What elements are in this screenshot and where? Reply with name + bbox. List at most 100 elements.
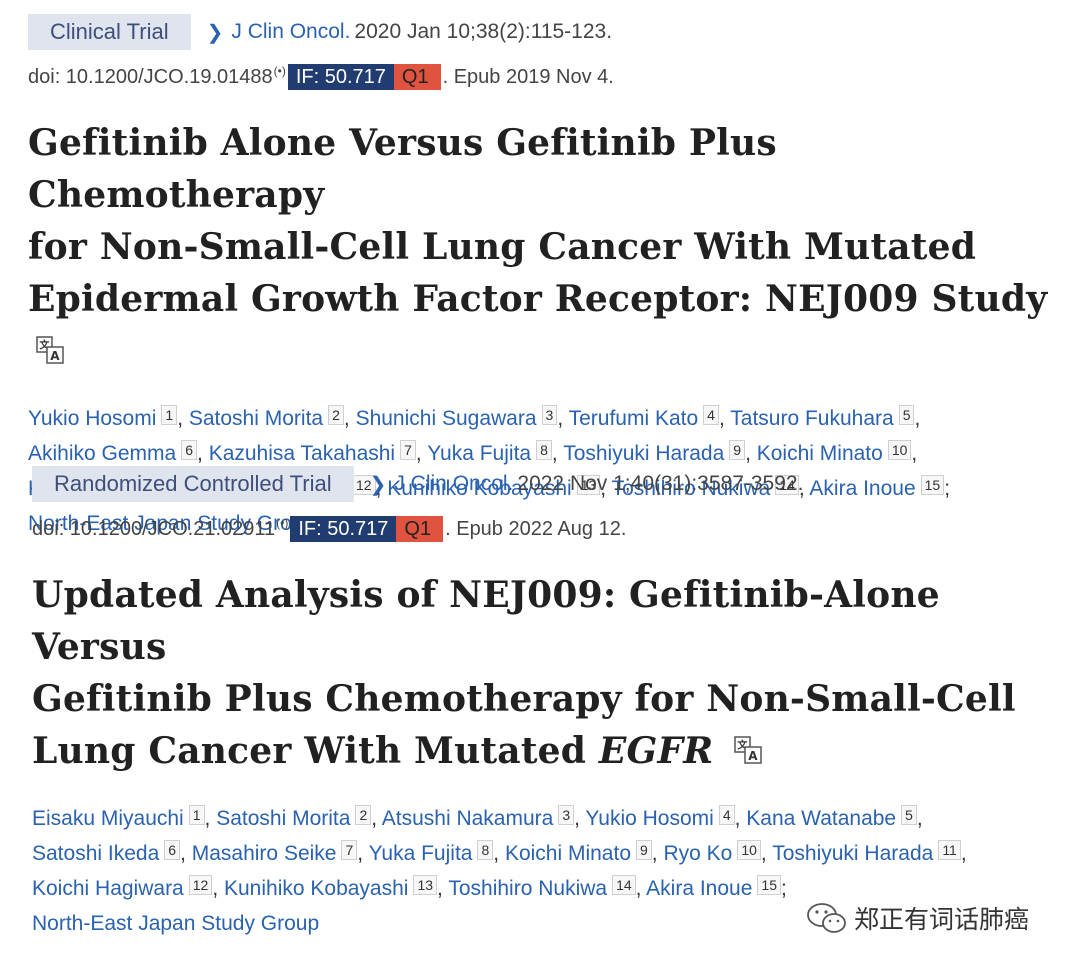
watermark: 郑正有词话肺癌 bbox=[806, 900, 1029, 936]
author: Ryo Ko 10 bbox=[663, 840, 761, 865]
affiliation-number[interactable]: 11 bbox=[938, 840, 961, 860]
affiliation-number[interactable]: 3 bbox=[558, 805, 575, 825]
author-separator: ; bbox=[944, 477, 951, 500]
author-name-link[interactable]: Kazuhisa Takahashi bbox=[208, 442, 396, 465]
affiliation-number[interactable]: 9 bbox=[636, 840, 652, 860]
translate-icon[interactable]: 文 A bbox=[734, 736, 762, 764]
author-separator: , bbox=[635, 877, 647, 900]
affiliation-number[interactable]: 4 bbox=[718, 805, 735, 825]
title-line: Updated Analysis of NEJ009: Gefitinib-Al… bbox=[32, 574, 940, 668]
affiliation-number[interactable]: 8 bbox=[477, 840, 494, 860]
author: Satoshi Ikeda 6 bbox=[32, 840, 181, 865]
affiliation-number[interactable]: 6 bbox=[164, 840, 181, 860]
author-name-link[interactable]: Eisaku Miyauchi bbox=[32, 807, 184, 830]
affiliation-number[interactable]: 8 bbox=[536, 440, 552, 460]
author-name-link[interactable]: Satoshi Ikeda bbox=[32, 842, 160, 865]
author-separator: , bbox=[574, 807, 586, 830]
author-name-link[interactable]: Akira Inoue bbox=[809, 477, 916, 500]
author-list: Yukio Hosomi 1, Satoshi Morita 2, Shunichi… bbox=[28, 401, 1068, 541]
author: Yukio Hosomi 1 bbox=[28, 405, 178, 430]
affiliation-number[interactable]: 10 bbox=[737, 840, 761, 860]
author-name-link[interactable]: Tatsuro Fukuhara bbox=[730, 407, 894, 430]
affiliation-number[interactable]: 5 bbox=[901, 805, 917, 825]
author: Tatsuro Fukuhara 5 bbox=[730, 405, 915, 430]
author-name-link[interactable]: Toshihiro Nukiwa bbox=[611, 477, 771, 500]
author-separator: , bbox=[600, 477, 612, 500]
translate-icon[interactable]: 文 A bbox=[36, 336, 64, 364]
affiliation-number[interactable]: 12 bbox=[188, 875, 213, 895]
author-name-link[interactable]: Shunichi Sugawara bbox=[355, 407, 537, 430]
article-1-doi-row: doi: 10.1200/JCO.19.01488 (•) IF: 50.717… bbox=[28, 59, 1068, 95]
study-group-link[interactable]: North-East Japan Study Group bbox=[28, 512, 316, 535]
journal-link[interactable]: ❯ J Clin Oncol. bbox=[207, 20, 351, 45]
title-line: Lung Cancer With Mutated bbox=[32, 730, 599, 772]
author-name-link[interactable]: Akihiko Gemma bbox=[28, 442, 177, 465]
author-name-link[interactable]: Akira Inoue bbox=[646, 877, 753, 900]
author-name-link[interactable]: Atsushi Nakamura bbox=[381, 807, 554, 830]
author-separator: , bbox=[651, 842, 664, 865]
author-name-link[interactable]: Ryo Ko bbox=[663, 842, 733, 865]
chevron-right-icon: ❯ bbox=[369, 473, 387, 496]
affiliation-number[interactable]: 3 bbox=[541, 405, 558, 425]
affiliation-number[interactable]: 2 bbox=[328, 405, 344, 425]
author-name-link[interactable]: Yuka Fujita bbox=[427, 442, 532, 465]
author-name-link[interactable]: Yuka Fujita bbox=[368, 842, 473, 865]
author-separator: , bbox=[914, 407, 921, 430]
author-name-link[interactable]: Kunihiko Kobayashi bbox=[387, 477, 572, 500]
affiliation-number[interactable]: 2 bbox=[355, 805, 372, 825]
author-separator: , bbox=[197, 442, 209, 465]
author: Yuka Fujita 8 bbox=[368, 840, 494, 865]
affiliation-number[interactable]: 5 bbox=[898, 405, 915, 425]
author-name-link[interactable]: Toshiyuki Harada bbox=[563, 442, 725, 465]
author-name-link[interactable]: Kana Watanabe bbox=[746, 807, 897, 830]
author-name-link[interactable]: Satoshi Morita bbox=[216, 807, 351, 830]
journal-name[interactable]: J Clin Oncol. bbox=[394, 472, 514, 495]
author-separator: , bbox=[493, 842, 505, 865]
doi[interactable]: doi: 10.1200/JCO.19.01488 bbox=[28, 65, 273, 88]
affiliation-number[interactable]: 7 bbox=[341, 840, 358, 860]
article-1-meta: Clinical Trial ❯ J Clin Oncol. 2020 Jan … bbox=[28, 14, 1068, 50]
affiliation-number[interactable]: 7 bbox=[400, 440, 416, 460]
doi[interactable]: doi: 10.1200/JCO.21.02911 bbox=[32, 517, 276, 540]
affiliation-number[interactable]: 13 bbox=[576, 475, 601, 495]
author-name-link[interactable]: Koichi Minato bbox=[504, 842, 631, 865]
study-group-link[interactable]: North-East Japan Study Group bbox=[32, 912, 320, 935]
author: Kana Watanabe 5 bbox=[746, 805, 917, 830]
publication-type-badge[interactable]: Randomized Controlled Trial bbox=[32, 466, 354, 502]
wechat-icon bbox=[807, 903, 846, 933]
author-name-link[interactable]: Yukio Hosomi bbox=[585, 807, 714, 830]
journal-link[interactable]: ❯ J Clin Oncol. bbox=[370, 472, 514, 497]
author-separator: , bbox=[343, 407, 356, 430]
affiliation-number[interactable]: 6 bbox=[181, 440, 198, 460]
author-name-link[interactable]: Satoshi Morita bbox=[188, 407, 324, 430]
journal-name[interactable]: J Clin Oncol. bbox=[231, 20, 351, 43]
author-name-link[interactable]: Masahiro Seike bbox=[191, 842, 337, 865]
quartile-badge: Q1 bbox=[393, 64, 441, 90]
author: Koichi Minato 10 bbox=[756, 440, 912, 465]
article-title: Gefitinib Alone Versus Gefitinib Plus Ch… bbox=[28, 117, 1068, 377]
author-name-link[interactable]: Koichi Hagiwara bbox=[32, 877, 184, 900]
affiliation-number[interactable]: 9 bbox=[729, 440, 746, 460]
affiliation-number[interactable]: 15 bbox=[920, 475, 945, 495]
author: Akira Inoue 15 bbox=[646, 875, 781, 900]
author-separator: , bbox=[415, 442, 428, 465]
author-name-link[interactable]: Toshiyuki Harada bbox=[772, 842, 934, 865]
author-name-link[interactable]: Yukio Hosomi bbox=[28, 407, 157, 430]
publication-type-badge[interactable]: Clinical Trial bbox=[28, 14, 191, 50]
affiliation-number[interactable]: 1 bbox=[161, 405, 178, 425]
author-name-link[interactable]: Toshihiro Nukiwa bbox=[448, 877, 608, 900]
affiliation-number[interactable]: 13 bbox=[413, 875, 438, 895]
author: Kazuhisa Takahashi 7 bbox=[208, 440, 416, 465]
affiliation-number[interactable]: 15 bbox=[757, 875, 781, 895]
affiliation-number[interactable]: 10 bbox=[887, 440, 912, 460]
affiliation-number[interactable]: 14 bbox=[775, 475, 799, 495]
author-separator: , bbox=[916, 807, 923, 830]
author-name-link[interactable]: Kunihiko Kobayashi bbox=[224, 877, 409, 900]
affiliation-number[interactable]: 14 bbox=[612, 875, 636, 895]
affiliation-number[interactable]: 4 bbox=[703, 405, 719, 425]
author-separator: , bbox=[745, 442, 757, 465]
author: Satoshi Morita 2 bbox=[216, 805, 372, 830]
author-name-link[interactable]: Koichi Minato bbox=[756, 442, 883, 465]
author-name-link[interactable]: Terufumi Kato bbox=[568, 407, 699, 430]
affiliation-number[interactable]: 1 bbox=[188, 805, 205, 825]
